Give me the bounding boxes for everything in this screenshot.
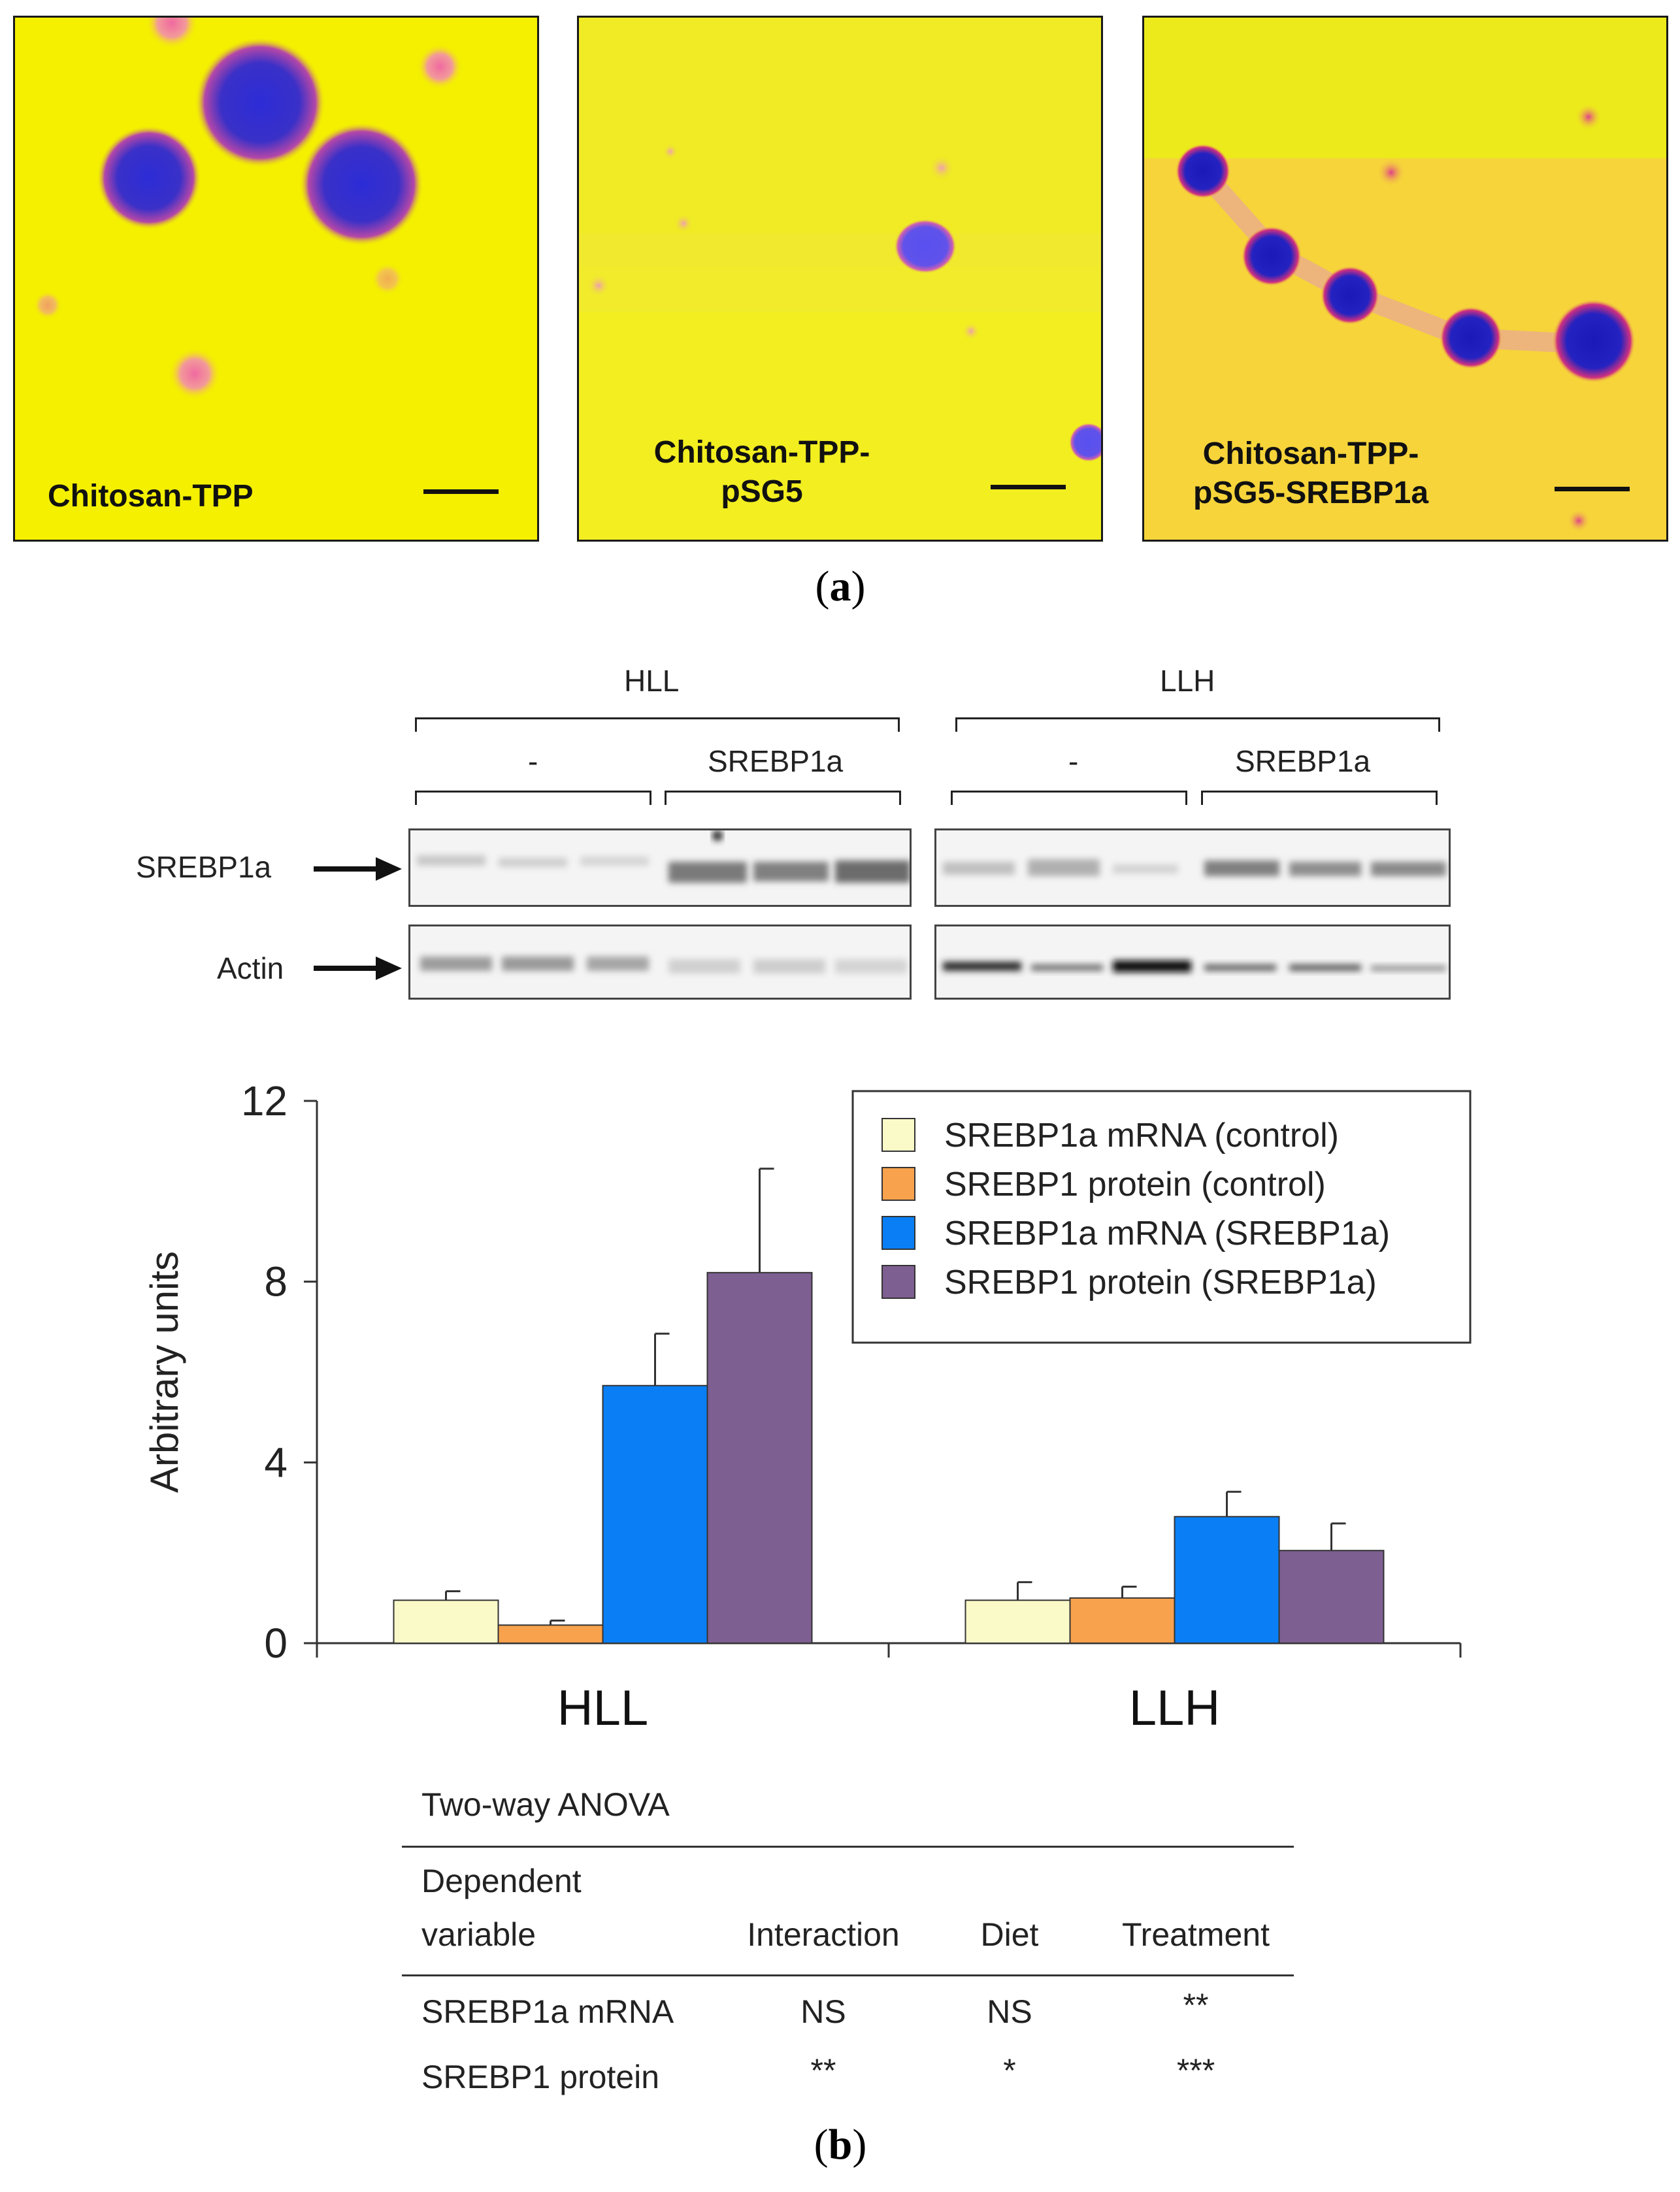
blot-actin-llh (934, 924, 1451, 1000)
micrograph-image (579, 18, 1101, 462)
y-tick-label: 8 (264, 1258, 288, 1305)
micrograph-label-2-line2: pSG5 (721, 474, 803, 509)
bar (1174, 1516, 1280, 1644)
bracket-llh-srebp1a (1201, 791, 1438, 805)
blot-bands (420, 957, 907, 973)
panel-a-caption: (a) (815, 563, 866, 610)
header-interaction: Interaction (747, 1916, 900, 1953)
blot-bands (943, 960, 1446, 972)
table-rule-top (402, 1846, 1294, 1848)
legend-swatch (881, 1265, 915, 1299)
blot-actin-hll (408, 924, 912, 1000)
blot-row-label-actin: Actin (217, 951, 284, 985)
bar (497, 1624, 604, 1644)
blot-bands (417, 830, 910, 883)
row-treatment: ** (1183, 1987, 1209, 2023)
group-label-hll: HLL (624, 664, 680, 698)
bracket-llh (955, 717, 1440, 732)
legend-label: SREBP1a mRNA (control) (944, 1117, 1339, 1154)
header-treatment: Treatment (1121, 1916, 1270, 1953)
row-interaction: NS (800, 1993, 846, 2030)
micrograph-label-3-line2: pSG5-SREBP1a (1193, 476, 1429, 510)
micrograph-image (33, 18, 463, 400)
legend-swatch (881, 1216, 915, 1250)
header-diet: Diet (980, 1916, 1039, 1953)
scale-bar (1555, 487, 1630, 491)
sub-label-hll-srebp1a: SREBP1a (708, 744, 844, 778)
blot-row-label-srebp1a: SREBP1a (136, 850, 272, 884)
arrow-icon (314, 857, 402, 881)
blot-srebp1a-hll (408, 828, 912, 907)
header-dependent-line2: variable (421, 1916, 536, 1953)
anova-title: Two-way ANOVA (421, 1786, 670, 1823)
bar (393, 1599, 499, 1644)
micrograph-label-1: Chitosan-TPP (48, 479, 254, 514)
row-variable: SREBP1 protein (421, 2059, 660, 2095)
bracket-hll-control (415, 791, 651, 805)
bar (964, 1599, 1071, 1644)
blot-bands (943, 859, 1446, 876)
bracket-hll-srebp1a (665, 791, 901, 805)
legend-swatch (881, 1118, 915, 1152)
table-rule-header (402, 1974, 1294, 1976)
row-diet: NS (987, 1993, 1032, 2030)
x-category-label: HLL (557, 1680, 648, 1736)
group-label-llh: LLH (1160, 664, 1215, 698)
sub-label-llh-control: - (1068, 744, 1079, 778)
scale-bar (991, 485, 1066, 489)
bar-chart: 0 4 8 12 Arbitrary units HLL LLH SREBP1a mRNA (… (142, 1077, 1472, 1736)
y-tick-label: 0 (264, 1620, 288, 1667)
bracket-llh-control (951, 791, 1187, 805)
sub-label-llh-srebp1a: SREBP1a (1235, 744, 1371, 778)
legend-swatch (881, 1167, 915, 1201)
bar (1069, 1597, 1176, 1644)
y-tick-label: 4 (264, 1439, 288, 1486)
row-diet: * (1003, 2052, 1016, 2089)
micrograph-chitosan-tpp: Chitosan-TPP (13, 16, 539, 542)
sub-label-hll-control: - (528, 744, 538, 778)
row-treatment: *** (1176, 2052, 1215, 2089)
micrograph-image (1144, 18, 1666, 532)
arrow-icon (314, 957, 402, 980)
header-dependent-line1: Dependent (421, 1863, 582, 1899)
bar (1278, 1550, 1385, 1644)
legend-label: SREBP1a mRNA (SREBP1a) (944, 1215, 1390, 1252)
y-axis-label: Arbitrary units (142, 1251, 186, 1493)
scale-bar (423, 489, 499, 494)
x-category-label: LLH (1129, 1680, 1220, 1736)
legend-box (851, 1090, 1472, 1344)
legend-label: SREBP1 protein (SREBP1a) (944, 1264, 1377, 1301)
legend-label: SREBP1 protein (control) (944, 1166, 1326, 1203)
y-tick-label: 12 (241, 1077, 288, 1124)
row-interaction: ** (810, 2052, 836, 2089)
row-variable: SREBP1a mRNA (421, 1993, 674, 2030)
panel-b-caption: (b) (814, 2121, 867, 2168)
micrograph-chitosan-tpp-psg5: Chitosan-TPP- pSG5 (577, 16, 1103, 542)
micrograph-label-3-line1: Chitosan-TPP- (1202, 436, 1419, 471)
bracket-hll (415, 717, 900, 732)
micrograph-label-2-line1: Chitosan-TPP- (653, 435, 870, 470)
micrograph-chitosan-tpp-psg5-srebp1a: Chitosan-TPP- pSG5-SREBP1a (1142, 16, 1668, 542)
blot-srebp1a-llh (934, 828, 1451, 907)
bar (602, 1384, 708, 1644)
bar (706, 1271, 813, 1644)
